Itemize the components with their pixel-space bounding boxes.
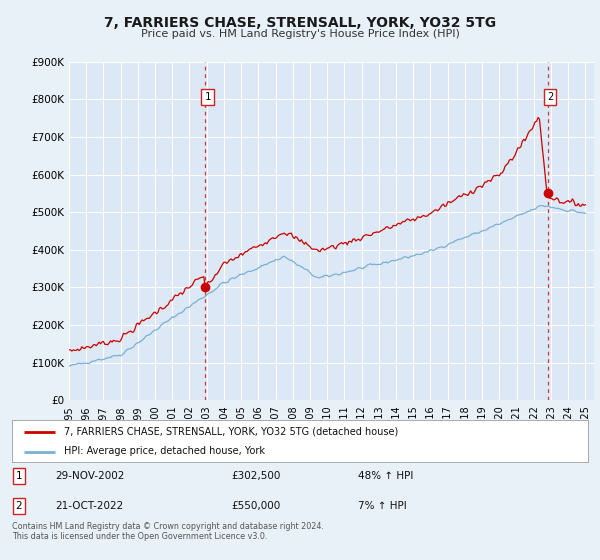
Text: £550,000: £550,000 [231, 501, 280, 511]
Text: 2: 2 [16, 501, 22, 511]
Text: 7, FARRIERS CHASE, STRENSALL, YORK, YO32 5TG: 7, FARRIERS CHASE, STRENSALL, YORK, YO32… [104, 16, 496, 30]
Text: £302,500: £302,500 [231, 472, 280, 481]
Text: Contains HM Land Registry data © Crown copyright and database right 2024.
This d: Contains HM Land Registry data © Crown c… [12, 522, 324, 542]
Text: 1: 1 [16, 472, 22, 481]
Text: 48% ↑ HPI: 48% ↑ HPI [358, 472, 413, 481]
Text: 29-NOV-2002: 29-NOV-2002 [55, 472, 125, 481]
Text: Price paid vs. HM Land Registry's House Price Index (HPI): Price paid vs. HM Land Registry's House … [140, 29, 460, 39]
Text: HPI: Average price, detached house, York: HPI: Average price, detached house, York [64, 446, 265, 456]
Text: 21-OCT-2022: 21-OCT-2022 [55, 501, 124, 511]
Text: 7, FARRIERS CHASE, STRENSALL, YORK, YO32 5TG (detached house): 7, FARRIERS CHASE, STRENSALL, YORK, YO32… [64, 427, 398, 437]
Text: 2: 2 [547, 92, 553, 102]
Text: 7% ↑ HPI: 7% ↑ HPI [358, 501, 406, 511]
Text: 1: 1 [205, 92, 211, 102]
